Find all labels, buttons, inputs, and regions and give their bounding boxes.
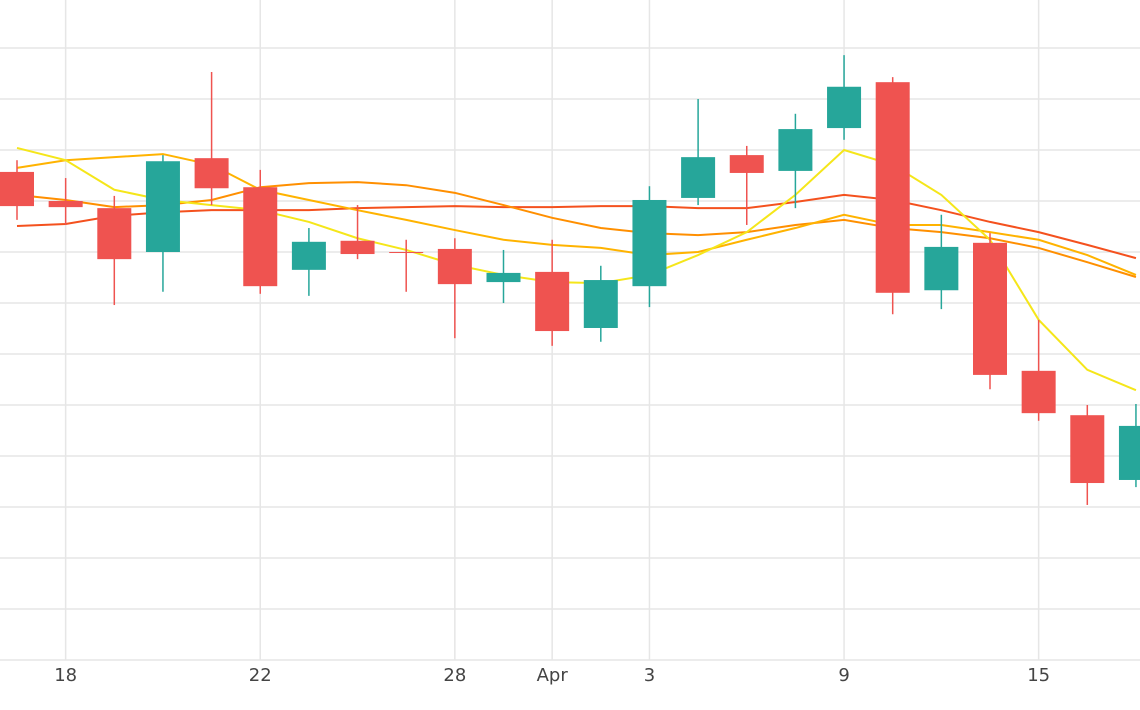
x-tick-label: Apr: [537, 665, 569, 686]
x-tick-label: 3: [644, 665, 655, 686]
candle-body: [291, 241, 326, 270]
moving-average-line: [16, 153, 1137, 276]
candle-body: [194, 158, 229, 189]
candle-body: [389, 252, 424, 254]
grid: [0, 0, 1140, 661]
candle-body: [48, 201, 83, 208]
x-tick-label: 28: [443, 665, 466, 686]
candle-body: [827, 86, 862, 129]
candle-body: [924, 246, 959, 291]
candle-body: [681, 157, 716, 198]
candle-body: [97, 208, 132, 260]
candle-body: [875, 82, 910, 293]
candle-body: [0, 171, 34, 207]
x-tick-label: 9: [838, 665, 849, 686]
candle-body: [583, 280, 618, 328]
x-tick-label: 15: [1027, 665, 1050, 686]
x-tick-label: 22: [249, 665, 272, 686]
candle-body: [632, 199, 667, 287]
x-axis: 18 22 28 Apr 3 9 15: [54, 665, 1050, 686]
candle-body: [243, 187, 278, 287]
candle-body: [535, 271, 570, 332]
candle-body: [145, 161, 180, 252]
moving-average-line: [16, 146, 1137, 392]
candle-body: [973, 242, 1007, 375]
x-tick-label: 18: [54, 665, 77, 686]
plot-area: [0, 55, 1140, 505]
moving-average-line: [16, 181, 1137, 278]
candle-body: [1118, 425, 1140, 480]
candle-body: [1070, 415, 1105, 484]
candle-body: [437, 248, 472, 285]
moving-average-line: [16, 193, 1137, 260]
candle-body: [1021, 370, 1056, 414]
candle-body: [729, 155, 764, 173]
candle-body: [340, 240, 375, 255]
candle-body: [486, 272, 521, 283]
candle-body: [778, 129, 813, 171]
